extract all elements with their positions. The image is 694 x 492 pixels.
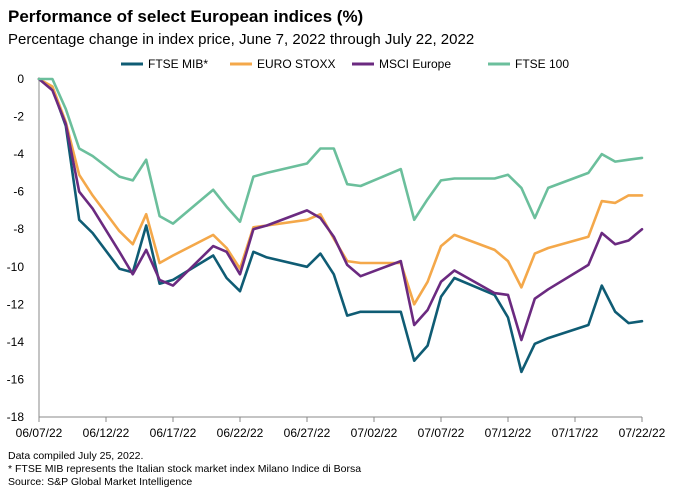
legend-label: FTSE 100: [515, 57, 569, 71]
legend: FTSE MIB* EURO STOXX MSCI Europe FTSE 100: [121, 57, 569, 71]
chart-title: Performance of select European indices (…: [8, 7, 363, 26]
y-tick-label: -14: [7, 335, 25, 349]
x-tick-label: 06/17/22: [150, 426, 197, 440]
series-line-3: [37, 77, 644, 225]
y-tick-label: -16: [7, 372, 25, 386]
x-tick-label: 06/27/22: [284, 426, 331, 440]
y-tick-label: -2: [13, 110, 24, 124]
legend-label: MSCI Europe: [379, 57, 451, 71]
series-line-2: [37, 77, 644, 342]
y-axis: 0 -2 -4 -6 -8 -10 -12 -14 -16 -18: [7, 72, 40, 424]
y-tick-label: -18: [7, 410, 25, 424]
data-compiled-note: Data compiled July 25, 2022.: [8, 450, 143, 462]
y-tick-label: -4: [13, 147, 24, 161]
series-lines: [37, 77, 644, 374]
x-tick-label: 07/02/22: [351, 426, 398, 440]
x-tick-label: 06/07/22: [16, 426, 63, 440]
source-note: Source: S&P Global Market Intelligence: [8, 476, 192, 488]
x-tick-label: 06/22/22: [217, 426, 264, 440]
x-tick-label: 07/17/22: [552, 426, 599, 440]
x-tick-label: 07/22/22: [619, 426, 666, 440]
x-axis: 06/07/22 06/12/22 06/17/22 06/22/22 06/27/22…: [16, 416, 666, 440]
x-tick-label: 06/12/22: [83, 426, 130, 440]
legend-label: FTSE MIB*: [148, 57, 208, 71]
chart-subtitle: Percentage change in index price, June 7…: [8, 31, 474, 48]
y-tick-label: 0: [17, 72, 24, 86]
y-tick-label: -6: [13, 185, 24, 199]
y-tick-label: -10: [7, 260, 25, 274]
y-tick-label: -12: [7, 297, 25, 311]
x-tick-label: 07/12/22: [485, 426, 532, 440]
y-tick-label: -8: [13, 222, 24, 236]
legend-label: EURO STOXX: [257, 57, 335, 71]
x-tick-label: 07/07/22: [418, 426, 465, 440]
ftse-mib-footnote: * FTSE MIB represents the Italian stock …: [8, 463, 361, 475]
series-line-0: [37, 77, 644, 374]
